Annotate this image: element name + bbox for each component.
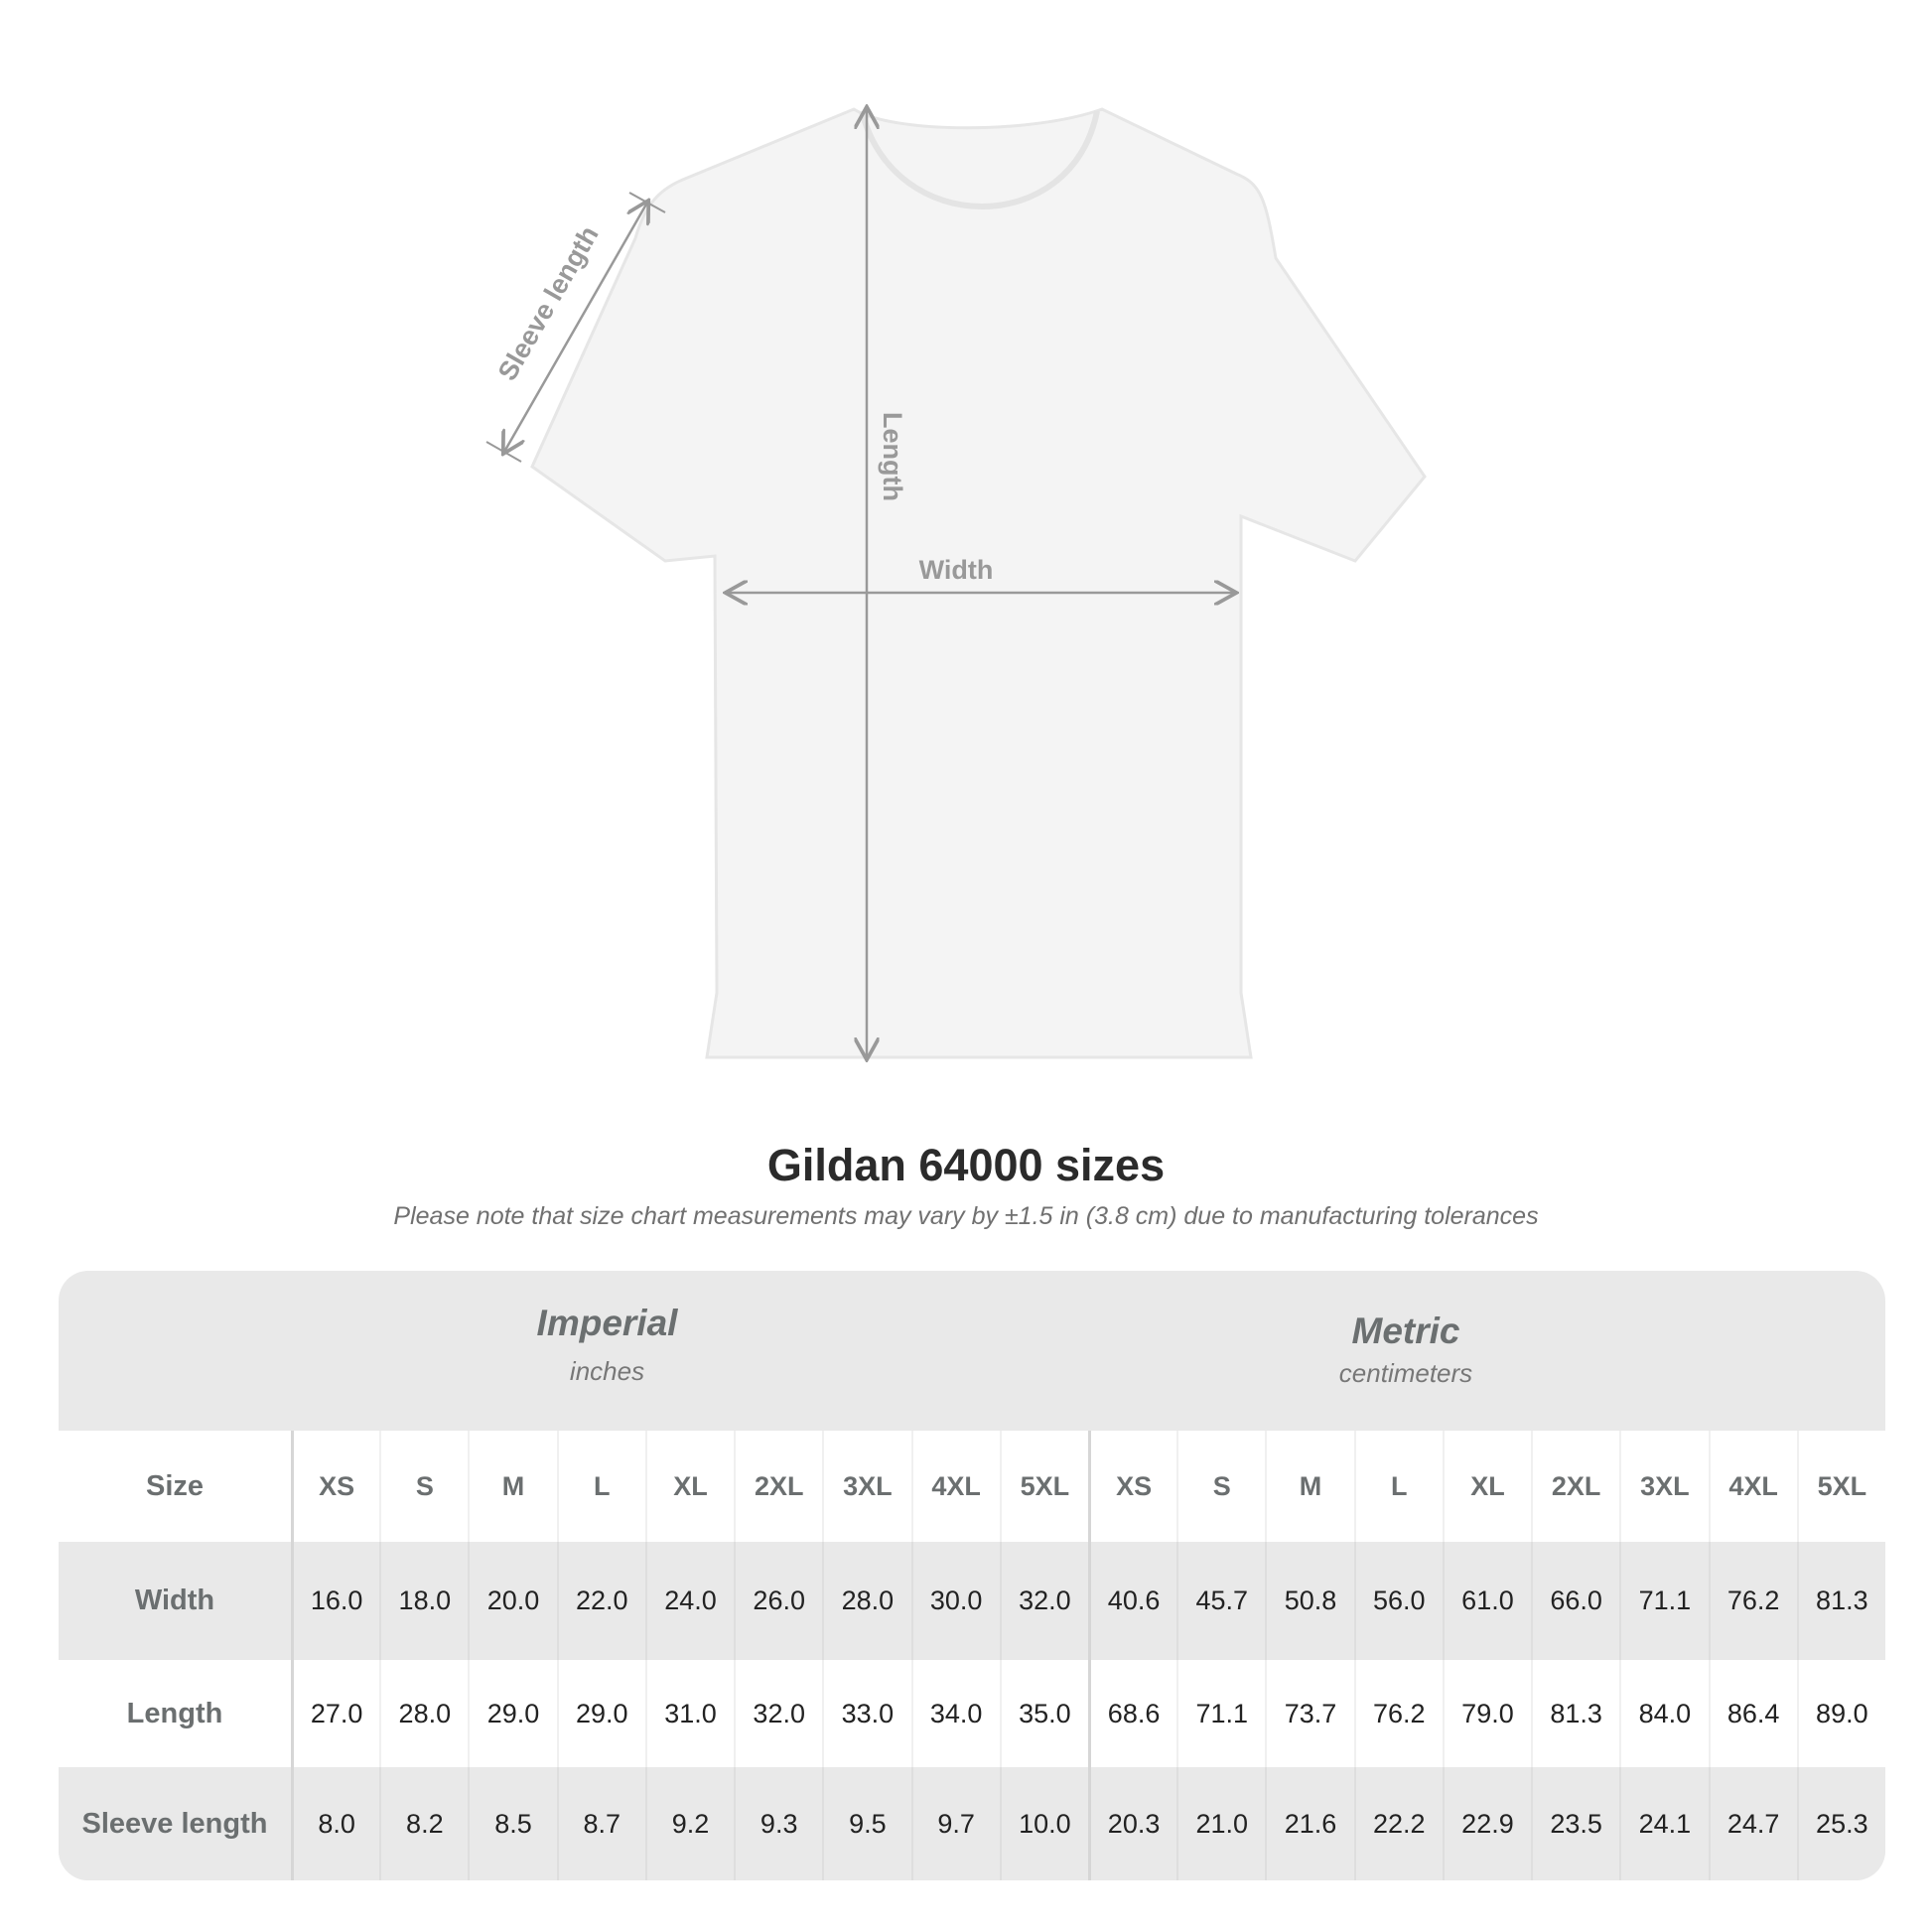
row-label: Sleeve length [81, 1807, 268, 1840]
measurement-cell: 35.0 [999, 1660, 1088, 1767]
width-label: Width [919, 555, 994, 585]
imperial-title: Imperial [536, 1303, 678, 1343]
measurement-cell: 26.0 [734, 1542, 822, 1660]
measurement-cell: 89.0 [1796, 1660, 1885, 1767]
size-header-cell: XL [644, 1431, 734, 1542]
size-header-cell: 3XL [1619, 1431, 1708, 1542]
measurement-cell: 33.0 [822, 1660, 910, 1767]
measurement-cell: 24.1 [1619, 1767, 1708, 1880]
size-header-cell: M [1265, 1431, 1353, 1542]
measurement-cell: 32.0 [734, 1660, 822, 1767]
length-label: Length [878, 412, 907, 501]
table-row-width: Width 16.0 18.0 20.0 22.0 24.0 26.0 28.0 30.0 32.… [59, 1542, 1885, 1660]
measurement-cell: 27.0 [291, 1660, 379, 1767]
size-header-row: Size XS S M L XL 2XL 3XL 4XL 5XL XS S M L XL 2XL 3XL 4XL 5… [59, 1431, 1885, 1542]
measurement-cell: 20.0 [468, 1542, 556, 1660]
table-row-length: Length 27.0 28.0 29.0 29.0 31.0 32.0 33.0 34.0 35… [59, 1660, 1885, 1767]
measurement-cell: 24.7 [1708, 1767, 1797, 1880]
tshirt-measurement-diagram: Width Length Sleeve length [485, 0, 1427, 1092]
measurement-cell: 9.5 [822, 1767, 910, 1880]
metric-title: Metric [1351, 1311, 1460, 1351]
size-header-cell: 4XL [910, 1431, 1000, 1542]
measurement-cell: 16.0 [291, 1542, 379, 1660]
metric-unit: centimeters [1338, 1358, 1473, 1388]
measurement-cell: 9.2 [644, 1767, 734, 1880]
measurement-cell: 31.0 [644, 1660, 734, 1767]
measurement-cell: 28.0 [822, 1542, 910, 1660]
measurement-cell: 28.0 [379, 1660, 468, 1767]
measurement-cell: 8.7 [556, 1767, 645, 1880]
measurement-cell: 50.8 [1265, 1542, 1353, 1660]
row-label: Length [126, 1697, 223, 1729]
row-label: Width [134, 1585, 215, 1616]
table-row-sleeve-length: Sleeve length 8.0 8.2 8.5 8.7 9.2 9.3 9.5 9.7 10.… [59, 1767, 1885, 1880]
measurement-cell: 40.6 [1087, 1542, 1176, 1660]
measurement-cell: 76.2 [1708, 1542, 1797, 1660]
measurement-cell: 86.4 [1708, 1660, 1797, 1767]
measurement-cell: 73.7 [1265, 1660, 1353, 1767]
size-header-cell: L [1353, 1431, 1443, 1542]
measurement-cell: 84.0 [1619, 1660, 1708, 1767]
size-header-cell: 5XL [999, 1431, 1088, 1542]
measurement-cell: 56.0 [1353, 1542, 1443, 1660]
size-header-cell: 5XL [1796, 1431, 1885, 1542]
size-header-cell: 2XL [1531, 1431, 1619, 1542]
measurement-cell: 23.5 [1531, 1767, 1619, 1880]
imperial-unit: inches [569, 1356, 645, 1386]
measurement-cell: 21.0 [1176, 1767, 1265, 1880]
size-header-cell: XL [1442, 1431, 1531, 1542]
sleeve-arrow [504, 203, 647, 452]
size-header-cell: XS [291, 1431, 379, 1542]
measurement-cell: 32.0 [999, 1542, 1088, 1660]
measurement-cell: 22.9 [1442, 1767, 1531, 1880]
measurement-cell: 8.0 [291, 1767, 379, 1880]
imperial-header: Imperial inches [291, 1271, 923, 1431]
measurement-cell: 34.0 [910, 1660, 1000, 1767]
measurement-cell: 61.0 [1442, 1542, 1531, 1660]
measurement-cell: 25.3 [1796, 1767, 1885, 1880]
measurement-cell: 22.0 [556, 1542, 645, 1660]
measurement-cell: 68.6 [1087, 1660, 1176, 1767]
measurement-cell: 76.2 [1353, 1660, 1443, 1767]
size-header-cell: S [1176, 1431, 1265, 1542]
measurement-cell: 71.1 [1176, 1660, 1265, 1767]
measurement-cell: 81.3 [1796, 1542, 1885, 1660]
size-header-cell: M [468, 1431, 556, 1542]
row-label: Size [145, 1469, 205, 1502]
tolerance-note: Please note that size chart measurements… [393, 1202, 1539, 1230]
page-title: Gildan 64000 sizes [766, 1140, 1166, 1190]
size-header-cell: XS [1087, 1431, 1176, 1542]
measurement-cell: 9.7 [910, 1767, 1000, 1880]
measurement-cell: 8.2 [379, 1767, 468, 1880]
measurement-cell: 79.0 [1442, 1660, 1531, 1767]
measurement-cell: 71.1 [1619, 1542, 1708, 1660]
measurement-cell: 66.0 [1531, 1542, 1619, 1660]
size-header-cell: 3XL [822, 1431, 910, 1542]
measurement-cell: 81.3 [1531, 1660, 1619, 1767]
measurement-cell: 20.3 [1087, 1767, 1176, 1880]
measurement-cell: 29.0 [556, 1660, 645, 1767]
measurement-cell: 9.3 [734, 1767, 822, 1880]
measurement-cell: 30.0 [910, 1542, 1000, 1660]
size-header-cell: L [556, 1431, 645, 1542]
measurement-cell: 45.7 [1176, 1542, 1265, 1660]
measurement-cell: 18.0 [379, 1542, 468, 1660]
measurement-cell: 10.0 [999, 1767, 1088, 1880]
size-header-cell: 2XL [734, 1431, 822, 1542]
measurement-cell: 24.0 [644, 1542, 734, 1660]
size-header-cell: 4XL [1708, 1431, 1797, 1542]
size-header-cell: S [379, 1431, 468, 1542]
size-table: Imperial inches Metric centimeters Size X… [59, 1271, 1885, 1880]
measurement-cell: 22.2 [1353, 1767, 1443, 1880]
measurement-cell: 8.5 [468, 1767, 556, 1880]
measurement-cell: 21.6 [1265, 1767, 1353, 1880]
metric-header: Metric centimeters [926, 1271, 1885, 1431]
measurement-cell: 29.0 [468, 1660, 556, 1767]
